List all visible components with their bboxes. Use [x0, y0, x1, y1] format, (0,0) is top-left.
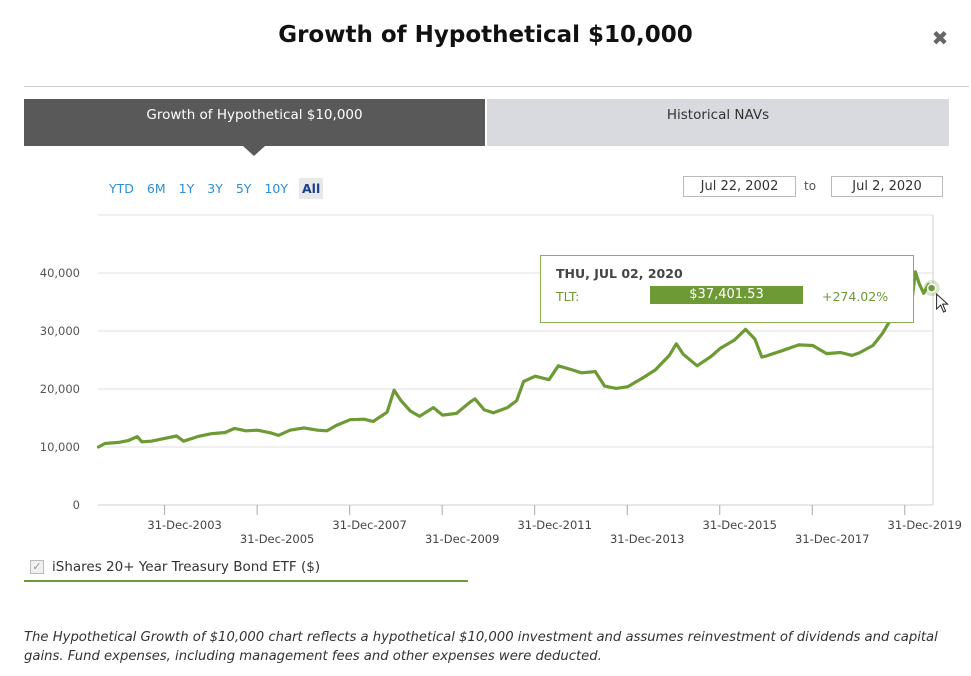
modal-title: Growth of Hypothetical $10,000 — [278, 22, 693, 48]
chart-tooltip: THU, JUL 02, 2020 TLT: $37,401.53 +274.0… — [540, 255, 914, 323]
cursor-layer — [936, 292, 949, 313]
y-tick-label: 20,000 — [40, 382, 80, 396]
legend-label: iShares 20+ Year Treasury Bond ETF ($) — [52, 559, 321, 575]
y-tick-label: 30,000 — [40, 324, 80, 338]
tooltip-change: +274.02% — [822, 289, 889, 304]
range-5y[interactable]: 5Y — [235, 180, 252, 196]
close-icon[interactable]: ✖ — [931, 26, 949, 50]
x-tick-label: 31-Dec-2009 — [425, 532, 499, 546]
range-1y[interactable]: 1Y — [178, 180, 195, 196]
mouse-cursor-icon — [936, 292, 949, 313]
end-date-field[interactable]: Jul 2, 2020 — [831, 176, 943, 197]
tooltip-ticker: TLT: — [556, 289, 580, 304]
range-all[interactable]: All — [298, 177, 324, 199]
hover-point — [926, 283, 937, 293]
series-line — [96, 270, 934, 449]
x-tick-label: 31-Dec-2017 — [795, 532, 869, 546]
chart-series — [96, 270, 940, 449]
x-tick-label: 31-Dec-2019 — [888, 518, 962, 532]
y-axis-ticks: 0 10,000 20,000 30,000 40,000 — [40, 266, 80, 512]
footnote: The Hypothetical Growth of $10,000 chart… — [24, 630, 938, 664]
y-tick-label: 40,000 — [40, 266, 80, 280]
title-divider — [24, 86, 969, 87]
x-tick-label: 31-Dec-2003 — [147, 518, 221, 532]
range-6m[interactable]: 6M — [146, 180, 166, 196]
x-tick-label: 31-Dec-2013 — [610, 532, 684, 546]
range-3y[interactable]: 3Y — [207, 180, 223, 196]
legend-item[interactable]: ✓ iShares 20+ Year Treasury Bond ETF ($) — [24, 558, 468, 582]
tooltip-value: $37,401.53 — [650, 286, 803, 304]
date-separator: to — [804, 179, 817, 193]
y-tick-label: 0 — [73, 498, 80, 512]
active-tab-caret — [243, 146, 265, 156]
tab-historical-navs[interactable]: Historical NAVs — [487, 99, 949, 146]
tooltip-date: THU, JUL 02, 2020 — [556, 266, 683, 281]
start-date-field[interactable]: Jul 22, 2002 — [683, 176, 796, 197]
range-ytd[interactable]: YTD — [109, 180, 134, 196]
range-selector: YTD 6M 1Y 3Y 5Y 10Y All — [107, 176, 332, 200]
x-tick-label: 31-Dec-2005 — [240, 532, 314, 546]
x-tick-label: 31-Dec-2007 — [332, 518, 406, 532]
x-tick-label: 31-Dec-2015 — [703, 518, 777, 532]
legend-checkbox[interactable]: ✓ — [30, 560, 44, 574]
tab-growth[interactable]: Growth of Hypothetical $10,000 — [24, 99, 485, 146]
range-10y[interactable]: 10Y — [264, 180, 288, 196]
x-tick-label: 31-Dec-2011 — [517, 518, 591, 532]
x-axis-ticks: 31-Dec-2003 31-Dec-2005 31-Dec-2007 31-Dec-… — [147, 505, 962, 546]
y-tick-label: 10,000 — [40, 440, 80, 454]
chart-grid — [98, 214, 934, 506]
